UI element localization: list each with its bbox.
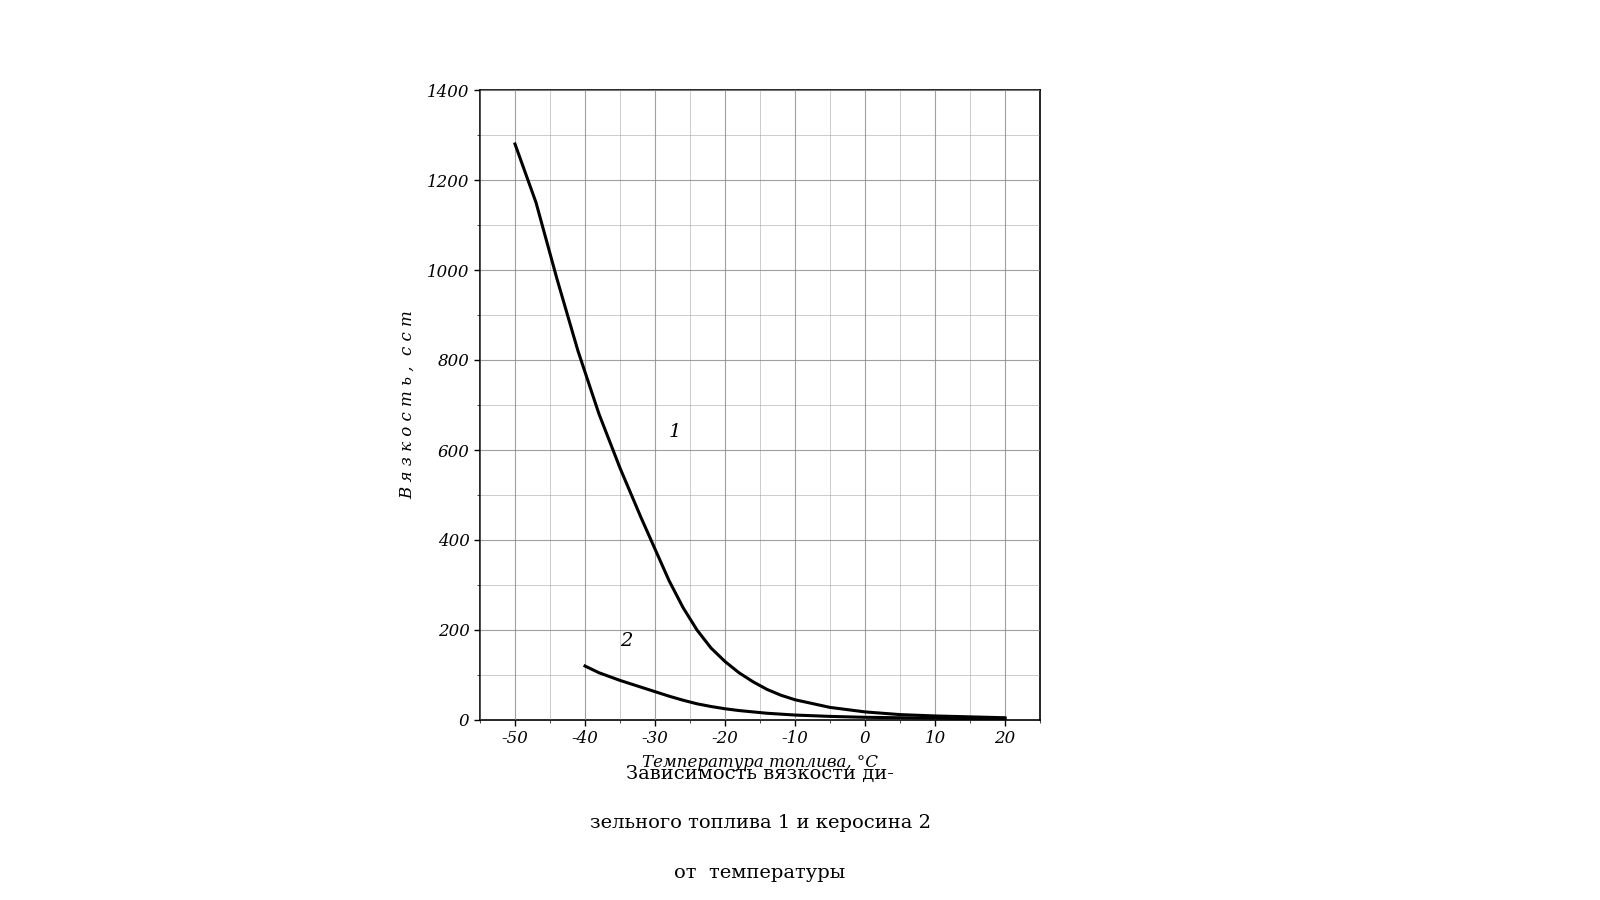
Text: Зависимость вязкости ди-: Зависимость вязкости ди- bbox=[626, 765, 894, 783]
Text: от  температуры: от температуры bbox=[674, 864, 846, 882]
Y-axis label: В я з к о с т ь ,  с с m: В я з к о с т ь , с с m bbox=[398, 310, 416, 500]
Text: 2: 2 bbox=[619, 632, 632, 650]
Text: зельного топлива 1 и керосина 2: зельного топлива 1 и керосина 2 bbox=[589, 814, 931, 832]
X-axis label: Температура топлива, °С: Температура топлива, °С bbox=[642, 754, 878, 771]
Text: 1: 1 bbox=[669, 423, 682, 441]
